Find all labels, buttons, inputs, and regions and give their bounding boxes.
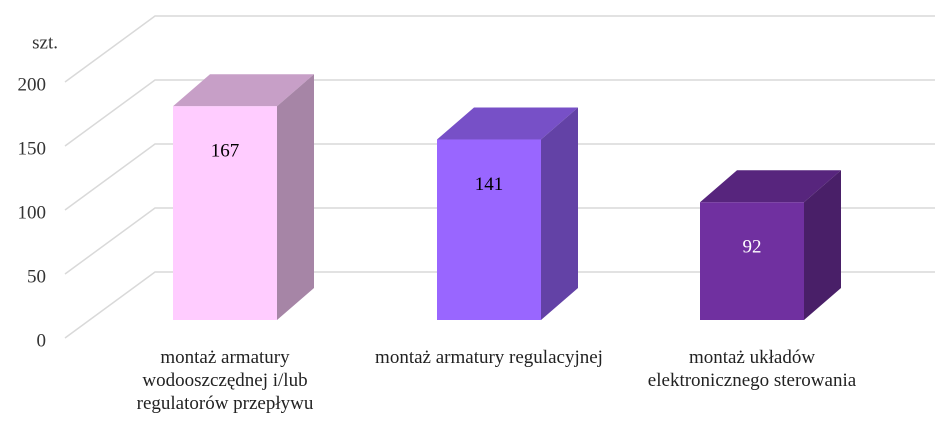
y-tick-label: 0 (37, 330, 47, 351)
bar-side (277, 74, 314, 321)
bar (173, 106, 277, 321)
y-unit: szt. (32, 32, 58, 53)
bar (700, 202, 804, 320)
bar-side (541, 107, 578, 321)
bar-top (437, 107, 578, 140)
y-tick-label: 150 (18, 138, 47, 159)
bar (437, 139, 541, 320)
y-tick-label: 100 (18, 202, 47, 223)
grid-line (64, 79, 935, 147)
x-tick-label: montaż armatury wodooszczędnej i/lub reg… (136, 347, 314, 414)
value-label: 92 (743, 237, 762, 258)
y-tick-label: 50 (27, 266, 46, 287)
grid-line (64, 271, 935, 339)
grid-line (64, 15, 935, 83)
value-label: 167 (211, 141, 240, 162)
bar-top (700, 170, 841, 203)
bar-side (804, 170, 841, 320)
y-tick-label: 200 (18, 74, 47, 95)
grid-line (64, 207, 935, 275)
x-tick-label: montaż armatury regulacyjnej (375, 347, 603, 368)
x-tick-label: montaż układów elektronicznego sterowani… (647, 347, 857, 391)
value-label: 141 (475, 174, 504, 195)
bar-top (173, 74, 314, 107)
grid-line (64, 143, 935, 211)
